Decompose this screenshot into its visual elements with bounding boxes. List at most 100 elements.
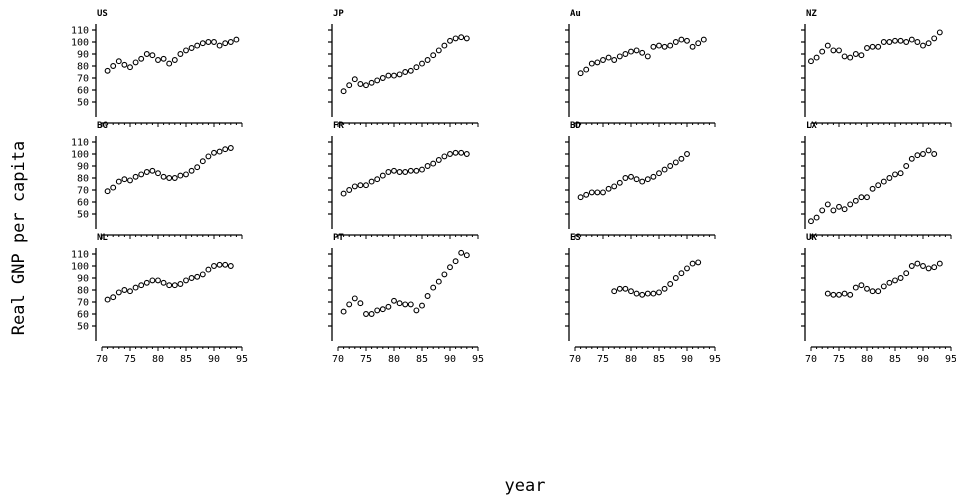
data-point — [346, 82, 353, 89]
data-point — [340, 88, 347, 95]
data-point — [211, 39, 217, 45]
data-point — [903, 163, 910, 169]
data-point — [661, 166, 668, 173]
data-point — [160, 279, 167, 286]
data-point — [594, 189, 601, 196]
data-point — [155, 170, 161, 177]
data-point — [424, 57, 431, 63]
panel-label: JP — [333, 9, 344, 19]
panel-jp: JP — [328, 9, 479, 127]
data-point — [441, 153, 448, 160]
data-point — [458, 149, 465, 156]
data-point — [824, 290, 831, 297]
panel-label: BD — [570, 121, 581, 131]
data-point — [908, 263, 915, 269]
data-point — [869, 288, 876, 295]
data-point — [374, 307, 381, 314]
data-point — [650, 173, 657, 180]
data-point — [205, 39, 212, 45]
panel-uk: UK 70 75 80 85 90 95 — [801, 233, 956, 365]
data-point — [605, 54, 612, 61]
data-point — [830, 47, 837, 54]
data-point — [650, 290, 657, 297]
data-point — [813, 214, 820, 221]
data-point — [695, 259, 702, 266]
data-point — [435, 47, 442, 54]
y-tick-label: 50 — [77, 210, 89, 221]
data-point — [908, 36, 915, 43]
data-point — [132, 284, 139, 291]
data-point — [166, 60, 173, 67]
data-point — [852, 51, 859, 57]
data-point — [340, 308, 347, 315]
data-point — [115, 178, 122, 185]
data-point — [435, 278, 442, 285]
data-point — [402, 169, 409, 175]
data-point — [672, 275, 679, 281]
y-tick-label: 70 — [77, 298, 89, 309]
data-point — [199, 40, 206, 47]
data-point — [447, 151, 453, 157]
data-point — [363, 182, 369, 189]
data-point — [458, 34, 465, 41]
data-point — [583, 66, 590, 73]
data-point — [852, 284, 859, 291]
data-point — [875, 288, 882, 295]
y-axis-title: Real GNP per capita — [9, 141, 29, 335]
x-tick-label: 85 — [889, 354, 901, 365]
data-point — [622, 51, 629, 57]
data-point — [830, 207, 837, 214]
data-point — [689, 43, 696, 50]
data-point — [684, 37, 690, 44]
data-point — [351, 76, 358, 83]
data-point — [628, 48, 634, 55]
data-point — [149, 52, 156, 59]
data-point — [836, 47, 842, 54]
data-point — [110, 63, 117, 69]
data-point — [864, 194, 870, 201]
data-point — [633, 176, 640, 183]
data-point — [363, 82, 369, 89]
data-point — [177, 172, 184, 179]
panel-label: PT — [333, 233, 344, 243]
data-point — [903, 270, 910, 277]
data-point — [155, 277, 161, 284]
x-tick-label: 80 — [625, 354, 637, 365]
x-tick-label: 75 — [360, 354, 372, 365]
x-tick-label: 90 — [208, 354, 220, 365]
data-point — [622, 175, 629, 181]
data-point — [391, 297, 397, 304]
data-point — [892, 37, 898, 44]
data-point — [171, 282, 178, 289]
data-point — [391, 72, 397, 79]
data-point — [678, 155, 685, 162]
x-tick-label: 80 — [388, 354, 400, 365]
data-point — [644, 176, 651, 183]
data-point — [880, 283, 887, 290]
data-point — [672, 159, 679, 166]
y-tick-label: 110 — [71, 26, 89, 37]
data-point — [463, 151, 470, 157]
data-point — [441, 42, 448, 49]
data-point — [920, 263, 926, 269]
data-point — [644, 53, 651, 60]
data-point — [936, 260, 943, 267]
data-point — [611, 183, 618, 190]
data-point — [656, 42, 662, 49]
data-point — [346, 301, 353, 308]
data-point — [458, 249, 465, 256]
data-point — [903, 39, 910, 45]
data-point — [847, 54, 854, 61]
data-point — [908, 155, 915, 162]
panel-label: FR — [333, 121, 344, 131]
data-point — [205, 153, 212, 160]
data-point — [430, 52, 437, 59]
data-point — [216, 261, 223, 268]
data-point — [127, 177, 133, 184]
data-point — [858, 52, 865, 59]
data-point — [605, 185, 612, 192]
data-point — [925, 147, 932, 154]
data-point — [616, 285, 623, 292]
data-point — [166, 282, 173, 289]
